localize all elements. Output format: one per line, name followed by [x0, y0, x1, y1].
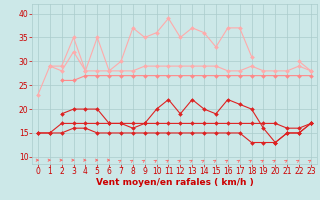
X-axis label: Vent moyen/en rafales ( km/h ): Vent moyen/en rafales ( km/h ) — [96, 178, 253, 187]
